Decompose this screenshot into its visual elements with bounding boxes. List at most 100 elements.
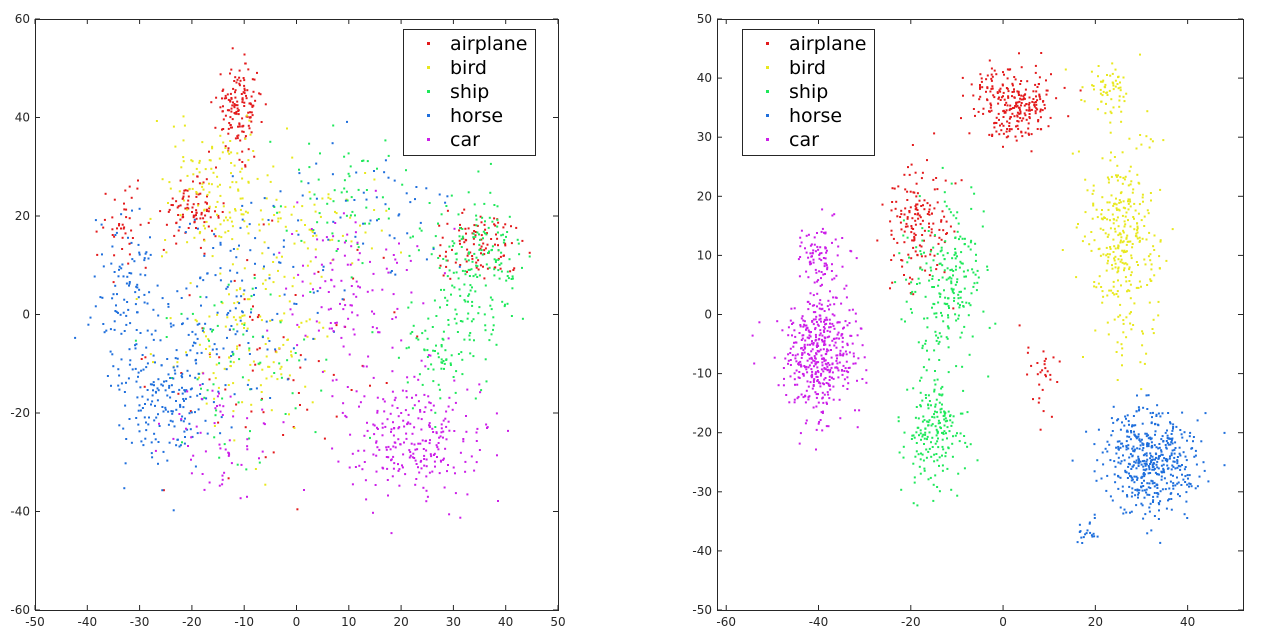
point-airplane — [221, 110, 224, 113]
point-ship — [347, 172, 350, 175]
point-airplane — [451, 248, 453, 251]
point-airplane — [928, 208, 931, 211]
point-horse — [234, 307, 237, 310]
point-bird — [272, 281, 275, 284]
point-bird — [269, 319, 272, 322]
point-horse — [118, 424, 121, 427]
point-horse — [153, 432, 156, 435]
point-bird — [1099, 92, 1102, 95]
point-horse — [109, 328, 112, 331]
point-car — [336, 248, 339, 250]
point-airplane — [211, 229, 213, 232]
point-ship — [507, 277, 510, 280]
point-horse — [181, 415, 184, 418]
point-horse — [168, 386, 171, 389]
point-car — [844, 320, 847, 323]
point-airplane — [475, 266, 478, 269]
point-bird — [247, 232, 250, 235]
point-airplane — [215, 96, 218, 99]
point-ship — [361, 160, 364, 162]
point-ship — [251, 287, 254, 290]
point-airplane — [230, 126, 232, 129]
point-car — [349, 304, 352, 307]
point-airplane — [1000, 122, 1003, 125]
point-airplane — [1049, 378, 1052, 381]
point-car — [783, 377, 785, 380]
point-car — [789, 319, 792, 322]
legend-marker-bird — [427, 66, 430, 69]
point-horse — [189, 374, 191, 377]
point-car — [814, 268, 817, 271]
point-ship — [975, 253, 977, 256]
point-bird — [1129, 200, 1132, 203]
point-car — [422, 302, 425, 305]
point-airplane — [1019, 110, 1022, 113]
point-bird — [248, 298, 251, 301]
point-airplane — [1008, 117, 1011, 120]
point-ship — [484, 232, 486, 235]
point-bird — [1110, 194, 1113, 197]
point-ship — [468, 275, 471, 277]
point-horse — [187, 333, 190, 336]
point-car — [201, 473, 204, 475]
point-horse — [267, 219, 270, 221]
point-horse — [1160, 453, 1163, 456]
point-bird — [195, 191, 198, 193]
y-tick-label: -50 — [692, 603, 712, 617]
point-car — [814, 318, 817, 321]
point-bird — [225, 216, 227, 219]
point-horse — [1179, 429, 1182, 431]
point-ship — [919, 405, 922, 408]
point-ship — [924, 339, 927, 342]
point-car — [811, 373, 814, 376]
point-car — [321, 370, 324, 373]
point-horse — [1188, 435, 1191, 438]
point-horse — [183, 442, 186, 445]
point-bird — [1149, 253, 1152, 256]
point-bird — [1101, 94, 1104, 97]
point-car — [785, 394, 788, 396]
point-car — [816, 305, 818, 308]
point-ship — [470, 320, 473, 323]
point-airplane — [243, 53, 246, 56]
point-horse — [1180, 484, 1183, 486]
point-airplane — [234, 91, 236, 94]
y-tick-label: 50 — [697, 12, 712, 26]
point-bird — [1114, 68, 1117, 71]
point-ship — [947, 346, 950, 349]
point-car — [423, 393, 426, 396]
point-horse — [189, 395, 192, 398]
point-car — [812, 323, 815, 326]
point-ship — [368, 222, 371, 225]
point-horse — [119, 313, 122, 316]
point-horse — [1188, 482, 1191, 485]
point-horse — [1143, 462, 1146, 465]
point-bird — [312, 235, 315, 237]
point-horse — [1130, 510, 1133, 513]
point-airplane — [1020, 130, 1023, 133]
point-ship — [959, 336, 962, 339]
point-airplane — [953, 230, 956, 233]
point-ship — [948, 307, 950, 309]
point-bird — [248, 349, 251, 352]
point-airplane — [214, 210, 216, 213]
point-horse — [1158, 473, 1160, 476]
point-ship — [508, 215, 511, 218]
point-bird — [227, 384, 230, 386]
point-car — [816, 323, 819, 326]
point-car — [391, 404, 394, 407]
point-car — [218, 484, 221, 487]
point-horse — [1121, 421, 1123, 424]
point-horse — [159, 339, 162, 342]
point-bird — [246, 327, 249, 330]
point-ship — [944, 451, 947, 454]
point-airplane — [988, 110, 990, 113]
point-horse — [1145, 463, 1148, 466]
point-airplane — [903, 173, 906, 176]
point-car — [832, 398, 835, 401]
point-bird — [310, 229, 313, 232]
point-car — [402, 419, 405, 422]
point-bird — [221, 302, 224, 305]
point-horse — [1174, 467, 1177, 470]
point-car — [478, 383, 481, 386]
